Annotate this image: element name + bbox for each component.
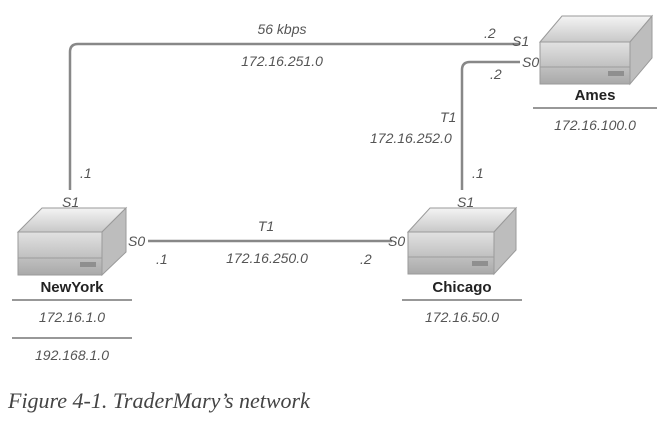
ames-network-1: 172.16.100.0 [554,117,636,133]
link-ny-ames-speed: 56 kbps [257,21,306,37]
newyork-s0-interface: S0 [128,233,145,249]
chicago-s0-interface: S0 [388,233,405,249]
router-ames-icon [538,14,654,86]
figure-caption: Figure 4-1. TraderMary’s network [8,388,310,413]
link-ny-ames-network: 172.16.251.0 [241,53,323,69]
chicago-network-1: 172.16.50.0 [425,309,499,325]
router-chicago-icon [406,206,518,276]
ames-s0-host: .2 [490,66,502,82]
router-newyork-name: NewYork [40,279,104,296]
link-ny-chicago-network: 172.16.250.0 [226,250,308,266]
link-ny-chicago-type: T1 [258,218,274,234]
ames-s1-interface: S1 [512,33,529,49]
newyork-s1-host: .1 [80,165,92,181]
router-ames-name: Ames [575,87,616,104]
link-chicago-ames-type: T1 [440,109,456,125]
chicago-s0-host: .2 [360,251,372,267]
link-chicago-ames-network: 172.16.252.0 [370,130,452,146]
newyork-network-2: 192.168.1.0 [35,347,109,363]
ames-s0-interface: S0 [522,54,539,70]
link-newyork-ames [68,42,520,190]
chicago-s1-host: .1 [472,165,484,181]
newyork-network-1: 172.16.1.0 [39,309,105,325]
router-chicago-name: Chicago [432,279,491,296]
ames-s1-host: .2 [484,25,496,41]
newyork-s0-host: .1 [156,251,168,267]
link-chicago-ames [460,60,520,190]
router-newyork-icon [16,206,128,277]
newyork-s1-interface: S1 [62,194,79,210]
chicago-s1-interface: S1 [457,194,474,210]
